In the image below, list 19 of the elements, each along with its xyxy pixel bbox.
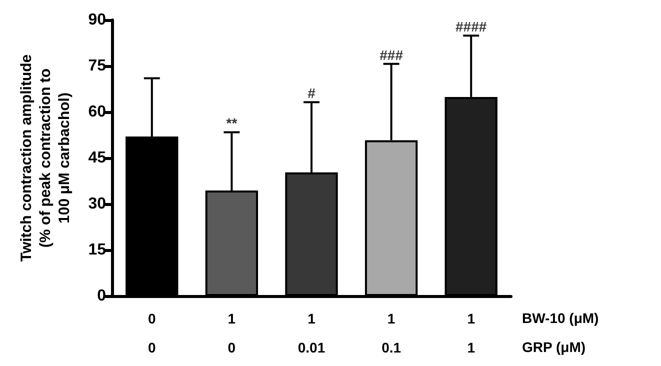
annotation: #### [456,18,487,35]
annotation: ### [380,46,404,63]
y-tick-label: 0 [97,288,106,304]
annotation: # [308,85,316,102]
y-tick-label: 30 [88,196,106,212]
x-tick-label: 1 1 [467,310,476,356]
y-tick-label: 60 [88,104,106,120]
y-tick-label: 75 [88,58,106,74]
text: BW-10 (μM) [522,310,599,326]
y-tick-label: 45 [88,150,106,166]
x-tick-label: 1 0 [228,310,236,356]
x-tick-label: 1 0.01 [298,310,326,356]
text: GRP (μM) [522,339,586,355]
x-tick-label: 0 0 [148,310,156,356]
y-axis-title: Twitch contraction amplitude (% of peak contraction to 100 μM carbachol) [18,54,73,262]
annotation: ** [226,115,238,132]
x-tick-label: 1 0.1 [382,310,402,356]
y-tick-label: 90 [88,12,106,28]
y-tick-label: 15 [88,242,106,258]
